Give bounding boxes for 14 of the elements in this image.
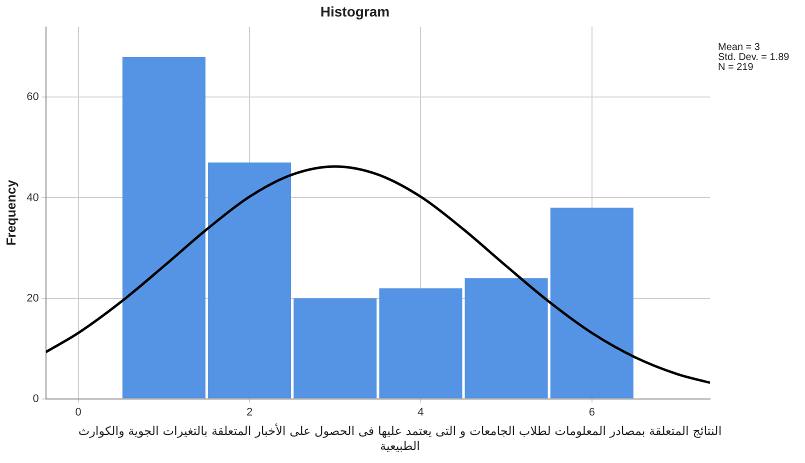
text: N = 219 <box>718 62 754 73</box>
y-tick-label: 40 <box>26 192 39 204</box>
y-tick-label: 60 <box>26 91 39 104</box>
x-axis-title: النتائج المتعلقة بمصادر المعلومات لطلاب الجامعات و التى يعتمد عليها فى الحصول على الأخبار المتعلقة بالتغيرات الجوية والكوارث الطبيعية <box>77 424 723 454</box>
text: Mean = 3 <box>718 42 760 53</box>
y-tick-label: 20 <box>26 292 39 304</box>
chart-title: Histogram <box>320 3 390 20</box>
y-axis-title: Frequency <box>3 179 18 246</box>
x-tick-label: 2 <box>246 406 253 418</box>
text: Std. Dev. = 1.89 <box>718 52 790 63</box>
x-tick-label: 0 <box>75 406 82 418</box>
x-tick-label: 4 <box>418 406 424 418</box>
y-tick-label: 0 <box>32 392 39 405</box>
x-tick-label: 6 <box>588 406 595 418</box>
